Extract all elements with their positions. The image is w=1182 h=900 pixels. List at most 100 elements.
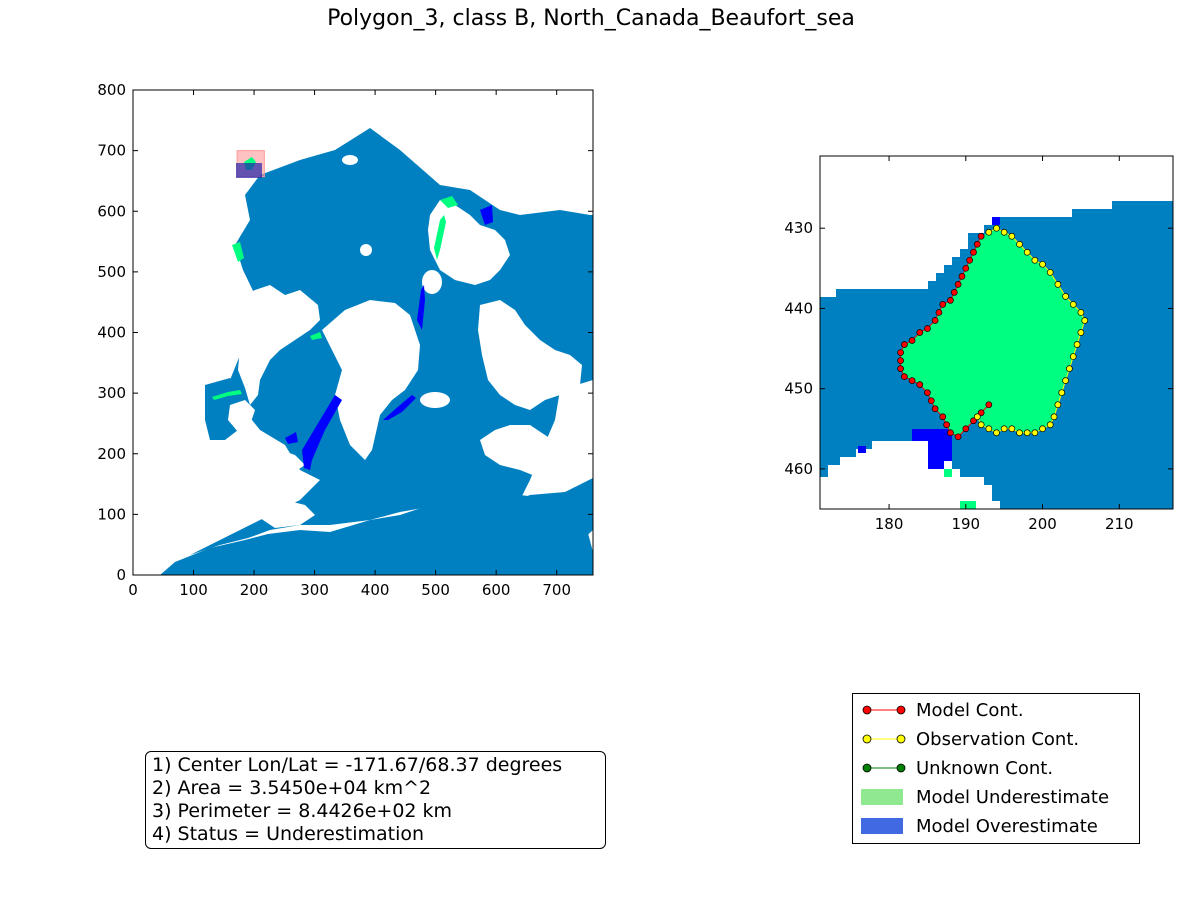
y-tick-label: 600 [97,202,126,220]
underestimate-region [440,196,458,208]
overestimate-region [992,217,1000,225]
model-contour-point [970,417,977,425]
underestimate-region [232,242,244,262]
red-circle-line-icon [862,705,906,715]
observation-contour-point [1077,329,1085,336]
model-contour-point [897,349,904,356]
model-contour-point [966,256,973,264]
land-region [260,500,315,528]
model-contour-point [973,240,981,248]
info-box: 1) Center Lon/Lat = -171.67/68.37 degree… [145,751,606,849]
y-tick-label: 440 [784,299,813,317]
legend-label: Unknown Cont. [916,757,1054,779]
overestimate-region [858,446,866,453]
land-region [480,425,580,480]
observation-contour-point [1062,293,1069,300]
model-contour-point [985,401,993,409]
observation-contour-point [1016,240,1023,248]
model-contour-point [897,365,904,372]
chart-title: Polygon_3, class B, North_Canada_Beaufor… [327,6,855,31]
legend: Model Cont. Observation Cont. Unknown Co… [852,693,1140,844]
model-contour-point [977,409,985,417]
observation-contour-point [1058,389,1066,397]
x-tick-label: 300 [300,581,329,599]
overestimate-region [417,285,425,330]
legend-item-observation-cont: Observation Cont. [853,726,1079,752]
info-area: 2) Area = 3.5450e+04 km^2 [152,777,432,799]
observation-contour-point [1054,401,1062,409]
observation-contour-point [985,425,993,433]
model-contour-point [970,248,977,256]
observation-contour-point [1008,425,1016,433]
underestimate-region [310,332,322,340]
zoom-frame [819,155,1174,510]
model-contour-point [935,309,943,316]
x-tick-label: 210 [1105,515,1134,533]
land-region [235,285,320,405]
model-contour-point [958,272,966,280]
observation-contour-point [1023,248,1031,256]
observation-contour-points [973,224,1089,437]
observation-contour-point [993,224,1000,232]
observation-contour-point [973,413,981,421]
observation-contour-point [985,228,993,236]
model-contour-point [939,413,947,421]
light-green-swatch-icon [861,789,903,805]
underestimate-region [960,501,976,509]
model-contour-point [901,341,908,348]
observation-contour-point [1031,429,1039,437]
y-tick-label: 460 [784,460,813,478]
legend-label: Model Underestimate [916,786,1110,808]
observation-contour-point [1039,260,1046,268]
x-tick-label: 200 [240,581,269,599]
underestimate-region [944,469,952,477]
model-contour-point [908,337,916,344]
observation-contour-point [1081,317,1089,324]
land-region [252,448,305,478]
model-contour-point [954,433,962,441]
model-contour-point [931,405,939,413]
underestimate-region [212,390,242,400]
overestimate-region [383,395,416,420]
model-contour-point [897,357,904,364]
legend-item-model-cont: Model Cont. [853,697,1024,723]
y-tick-label: 400 [97,324,126,342]
info-center: 1) Center Lon/Lat = -171.67/68.37 degree… [152,754,563,776]
model-contour-point [901,373,908,380]
overestimate-region [285,432,298,444]
observation-contour-point [1023,429,1031,437]
model-contour-point [947,297,954,304]
x-tick-label: 180 [875,515,904,533]
land-region [422,270,442,294]
model-contour-point [954,281,962,288]
overestimate-region [302,395,342,470]
model-contour-points [897,232,993,441]
model-contour-point [947,429,954,437]
land-region [228,400,255,432]
model-contour-point [927,397,935,405]
overestimate-region [480,205,493,225]
observation-contour-point [1000,228,1008,236]
y-tick-label: 450 [784,380,813,398]
yellow-circle-line-icon [862,734,906,744]
legend-item-model-overestimate: Model Overestimate [853,813,1098,839]
overview-axes: 0 100 200 300 400 500 600 700 0 100 200 300 400 500 60… [97,81,593,599]
x-tick-label: 500 [421,581,450,599]
model-contour-point [939,301,947,308]
legend-label: Model Overestimate [916,815,1098,837]
x-tick-label: 700 [542,581,571,599]
overestimate-region [912,429,952,469]
model-contour-point [924,389,931,397]
land-region [342,155,358,165]
model-contour-point [962,425,970,433]
observation-contour-point [993,429,1000,437]
ocean-region [420,478,593,575]
green-circle-line-icon [862,763,906,773]
model-contour-point [916,329,924,336]
observation-contour-point [1008,232,1016,240]
x-tick-label: 100 [179,581,208,599]
underestimate-region [434,215,446,260]
land-greenland [322,300,420,460]
legend-item-unknown-cont: Unknown Cont. [853,755,1053,781]
